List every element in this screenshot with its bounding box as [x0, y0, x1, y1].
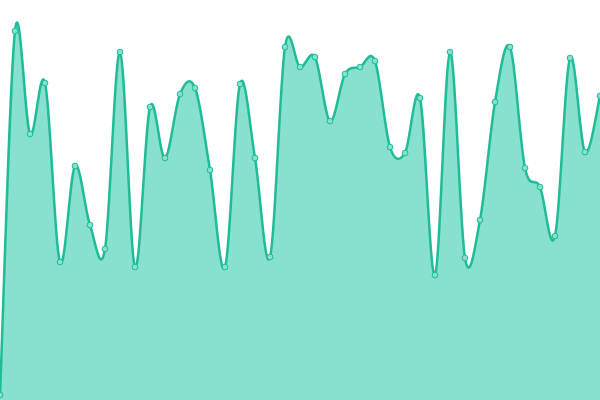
- point: [206, 166, 214, 174]
- point: [56, 258, 64, 266]
- point: [266, 253, 274, 261]
- point: [491, 98, 499, 106]
- point: [356, 63, 364, 71]
- point: [236, 80, 244, 88]
- point: [131, 263, 139, 271]
- point: [521, 164, 529, 172]
- point: [581, 148, 589, 156]
- point: [296, 63, 304, 71]
- point: [446, 48, 454, 56]
- point: [401, 149, 409, 157]
- point: [566, 54, 574, 62]
- point: [326, 117, 334, 125]
- area: [0, 22, 600, 400]
- point: [596, 92, 600, 100]
- point: [371, 57, 379, 65]
- point: [311, 53, 319, 61]
- point: [551, 232, 559, 240]
- point: [341, 70, 349, 78]
- point: [536, 183, 544, 191]
- point: [41, 79, 49, 87]
- point: [26, 130, 34, 138]
- point: [11, 27, 19, 35]
- point: [431, 271, 439, 279]
- point: [71, 162, 79, 170]
- point: [416, 94, 424, 102]
- point: [461, 254, 469, 262]
- point: [281, 43, 289, 51]
- point: [161, 154, 169, 162]
- point: [176, 90, 184, 98]
- point: [221, 263, 229, 271]
- point: [506, 43, 514, 51]
- point: [251, 154, 259, 162]
- point: [386, 143, 394, 151]
- point: [101, 245, 109, 253]
- point: [86, 221, 94, 229]
- point: [116, 48, 124, 56]
- point: [476, 216, 484, 224]
- point: [191, 84, 199, 92]
- point: [0, 391, 4, 399]
- point: [146, 103, 154, 111]
